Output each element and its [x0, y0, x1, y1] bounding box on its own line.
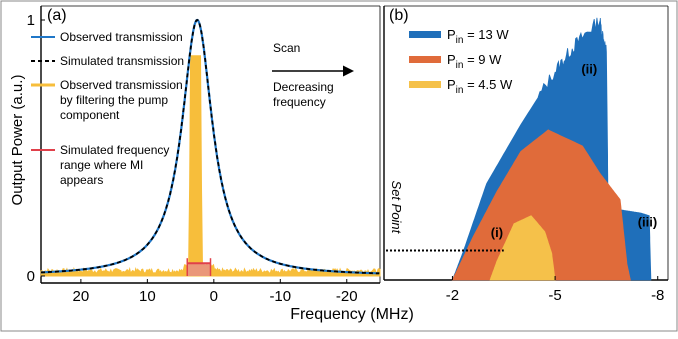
series-p-4-5w [489, 215, 556, 281]
legend-swatch [409, 81, 441, 88]
legend-swatch [409, 56, 441, 63]
annotation-label: (iii) [638, 214, 658, 229]
set-point-label: Set Point [389, 181, 404, 235]
panel-a-label: (a) [47, 7, 67, 24]
panel-b-label: (b) [389, 7, 409, 24]
x-axis-label: Frequency (MHz) [290, 306, 414, 323]
scan-sub-label-line-1: Decreasing [273, 80, 334, 94]
scan-label: Scan [273, 41, 300, 55]
annotation-label: (i) [491, 225, 503, 240]
legend-p-4-5w: Pin = 4.5 W [409, 77, 513, 96]
panel-b-annotations: (i) (ii) (iii) [491, 62, 657, 240]
y-tick-label-a: 0 [27, 268, 35, 285]
legend-observed-transmission: Observed transmission [31, 30, 183, 44]
legend-text: Pin = 13 W [447, 27, 509, 46]
legend-p-13w: Pin = 13 W [409, 27, 509, 46]
legend-text: Observed transmission [60, 30, 183, 44]
x-tick-label-b: -8 [651, 287, 664, 304]
legend-text: by filtering the pump [60, 93, 168, 107]
legend-text: component [60, 108, 120, 122]
panel-b-ticks-layer: -2 -5 -8 [446, 276, 664, 304]
legend-text: range where MI [60, 158, 143, 172]
x-tick-label-a: -20 [336, 288, 358, 305]
series-simulated-transmission [41, 19, 380, 275]
x-tick-label-a: 0 [210, 288, 218, 305]
series-mi-range-fill [187, 263, 211, 276]
legend-simulated-transmission: Simulated transmission [31, 54, 184, 68]
panel-a-series-layer [40, 18, 381, 277]
x-tick-label-a: 10 [139, 288, 156, 305]
legend-text: Simulated transmission [60, 54, 184, 68]
legend-p-9w: Pin = 9 W [409, 52, 502, 71]
y-tick-label-a: 1 [27, 12, 35, 29]
panel-b-legend: Pin = 13 W Pin = 9 W Pin = 4.5 W [409, 27, 513, 96]
x-tick-label-a: 20 [73, 288, 90, 305]
legend-text: Observed transmission [60, 78, 183, 92]
annotation-label: (ii) [581, 62, 597, 77]
panel-b: (b) -2 -5 -8 Pin = 13 W Pin = 9 W Pin = 4.5 … [383, 5, 669, 304]
x-tick-label-a: -10 [269, 288, 291, 305]
legend-text: Pin = 4.5 W [447, 77, 513, 96]
legend-text: Pin = 9 W [447, 52, 502, 71]
panel-a-legend: Observed transmission Simulated transmiss… [31, 30, 184, 187]
x-tick-label-b: -5 [548, 287, 561, 304]
legend-swatch [409, 31, 441, 38]
scan-annotation: Scan Decreasing frequency [272, 41, 354, 109]
outer-frame [0, 0, 678, 332]
x-tick-label-b: -2 [446, 287, 459, 304]
y-axis-label: Output Power (a.u.) [9, 75, 26, 206]
legend-text: Simulated frequency [60, 143, 169, 157]
scan-sub-label-line-2: frequency [273, 95, 326, 109]
series-p-9w [451, 129, 631, 281]
scan-arrowhead [343, 65, 354, 77]
legend-text: appears [60, 173, 103, 187]
panel-b-series-layer [451, 17, 652, 281]
